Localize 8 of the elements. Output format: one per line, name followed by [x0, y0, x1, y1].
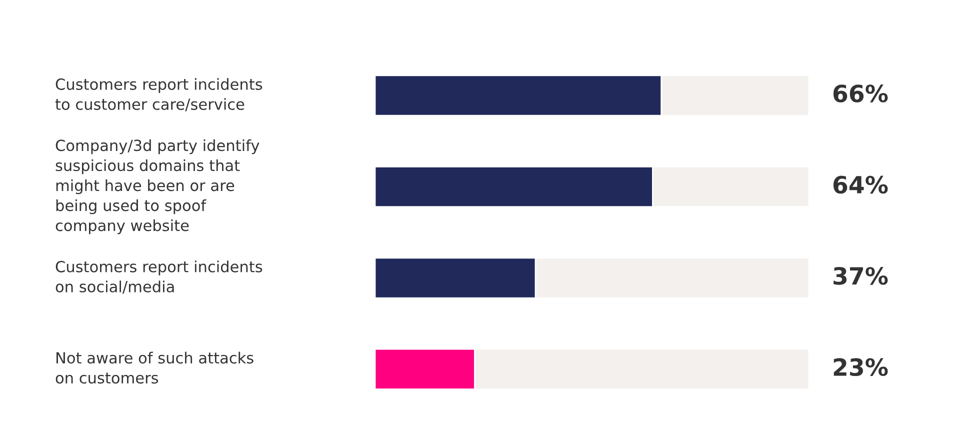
data-label: 23%: [834, 358, 888, 376]
y-tick-label: Not aware of such attacks on customers: [56, 352, 254, 384]
y-tick-label: Company/3d party identify suspicious domains that might have been or are being used to spoof company website: [56, 139, 260, 234]
data-label: 66%: [833, 84, 888, 102]
y-tick-label: Customers report incidents to customer care/service: [55, 78, 262, 112]
data-label: 37%: [834, 266, 888, 285]
y-tick-label: Customers report incidents on social/media: [56, 260, 262, 294]
data-label: 64%: [833, 176, 888, 194]
